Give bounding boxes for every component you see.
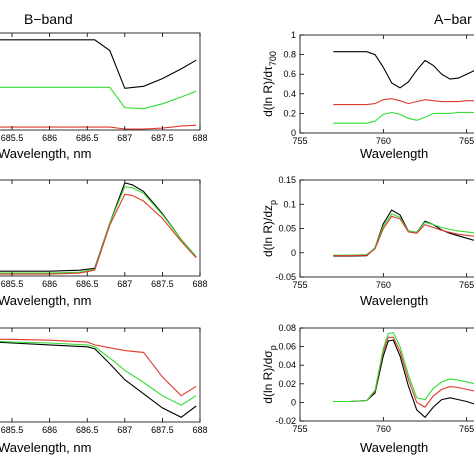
plot-frame (299, 327, 474, 422)
y-tick-label: 0.8 (283, 50, 296, 60)
x-tick-label: 687.5 (151, 133, 174, 143)
panel-2: 755 760 765 0 0.2 0.4 0.6 0.8 1 Wavelength A−bar d(… (261, 11, 474, 161)
plot-frame (0, 32, 201, 131)
y-axis-label: d(ln R)/dzp (261, 200, 278, 257)
x-tick-label: 687.5 (151, 425, 174, 435)
x-tick-label: 687.5 (151, 279, 174, 289)
y-tick-label: 0.1 (283, 199, 296, 209)
x-tick-label: 760 (376, 280, 391, 290)
x-axis-label: Wavelength (360, 293, 428, 308)
x-axis-label: Wavelength, nm (0, 146, 91, 161)
x-tick-label: 765 (459, 424, 474, 434)
panel-1: 685.5 686 686.5 687 687.5 688 Wavelength, nm B−… (0, 11, 208, 161)
y-tick-label: 0.15 (278, 175, 296, 185)
y-axis-label-subscript: p (268, 200, 278, 205)
y-axis-label-subscript: p (268, 345, 278, 350)
y-axis-label: d(ln R)/dτ700 (261, 51, 278, 117)
x-tick-label: 686.5 (76, 133, 99, 143)
series-line-green (0, 86, 197, 110)
series-line-red (333, 98, 474, 106)
y-tick-label: -0.05 (275, 272, 296, 282)
series-line-black (333, 51, 474, 89)
panel-5: 685.5 686 686.5 687 687.5 688 Wavelength, nm (0, 327, 208, 455)
plot-frame (299, 34, 474, 134)
y-axis-label: d(ln R)/dσp (261, 345, 278, 403)
x-tick-label: 686 (42, 279, 57, 289)
x-tick-label: 688 (192, 425, 207, 435)
y-tick-label: 0.02 (278, 379, 296, 389)
series-line-black (0, 341, 197, 418)
series-line-green (0, 186, 197, 274)
x-tick-label: 686.5 (76, 425, 99, 435)
x-tick-label: 687 (117, 425, 132, 435)
y-axis-label-subscript: 700 (268, 51, 278, 66)
y-tick-label: 0.06 (278, 342, 296, 352)
y-tick-label: 0.6 (283, 69, 296, 79)
y-tick-label: 0 (291, 248, 296, 258)
x-axis-label: Wavelength, nm (0, 440, 91, 455)
series-line-red (0, 124, 197, 130)
x-tick-label: 685.5 (1, 279, 24, 289)
y-tick-label: 0 (291, 128, 296, 138)
x-tick-label: 755 (292, 280, 307, 290)
panel-6: 755 760 765 -0.02 0 0.02 0.04 0.06 0.08 Wavelengt… (261, 323, 474, 455)
x-tick-label: 765 (459, 280, 474, 290)
x-axis-label: Wavelength (360, 440, 428, 455)
x-tick-label: 688 (192, 133, 207, 143)
y-tick-label: -0.02 (275, 416, 296, 426)
x-tick-label: 760 (376, 136, 391, 146)
y-tick-label: 0.08 (278, 323, 296, 333)
y-tick-label: 0 (291, 397, 296, 407)
panel-title: B−band (24, 11, 73, 27)
x-tick-label: 755 (292, 424, 307, 434)
y-tick-label: 0.05 (278, 224, 296, 234)
series-line-black (0, 39, 197, 89)
series-line-green (333, 111, 474, 124)
panel-title: A−bar (434, 11, 472, 27)
x-axis-label: Wavelength, nm (0, 293, 91, 308)
panel-3: 685.5 686 686.5 687 687.5 688 Wavelength, nm (0, 179, 208, 308)
panel-4: 755 760 765 -0.05 0 0.05 0.1 0.15 Wavelength d(ln… (261, 175, 474, 308)
x-tick-label: 686 (42, 425, 57, 435)
x-tick-label: 685.5 (1, 425, 24, 435)
plot-frame (0, 327, 201, 423)
series-line-black (333, 339, 474, 419)
x-tick-label: 760 (376, 424, 391, 434)
x-tick-label: 688 (192, 279, 207, 289)
x-tick-label: 687 (117, 279, 132, 289)
y-tick-label: 1 (291, 30, 296, 40)
x-axis-label: Wavelength (360, 146, 428, 161)
series-line-green (0, 340, 197, 406)
x-tick-label: 687 (117, 133, 132, 143)
plot-frame (0, 179, 201, 277)
series-line-red (333, 336, 474, 408)
y-tick-label: 0.4 (283, 89, 296, 99)
x-tick-label: 765 (459, 136, 474, 146)
series-line-red (333, 215, 474, 257)
x-tick-label: 686.5 (76, 279, 99, 289)
y-tick-label: 0.2 (283, 108, 296, 118)
y-tick-label: 0.04 (278, 360, 296, 370)
x-tick-label: 685.5 (1, 133, 24, 143)
series-line-red (0, 193, 197, 275)
series-line-red (0, 338, 197, 397)
x-tick-label: 755 (292, 136, 307, 146)
x-tick-label: 686 (42, 133, 57, 143)
